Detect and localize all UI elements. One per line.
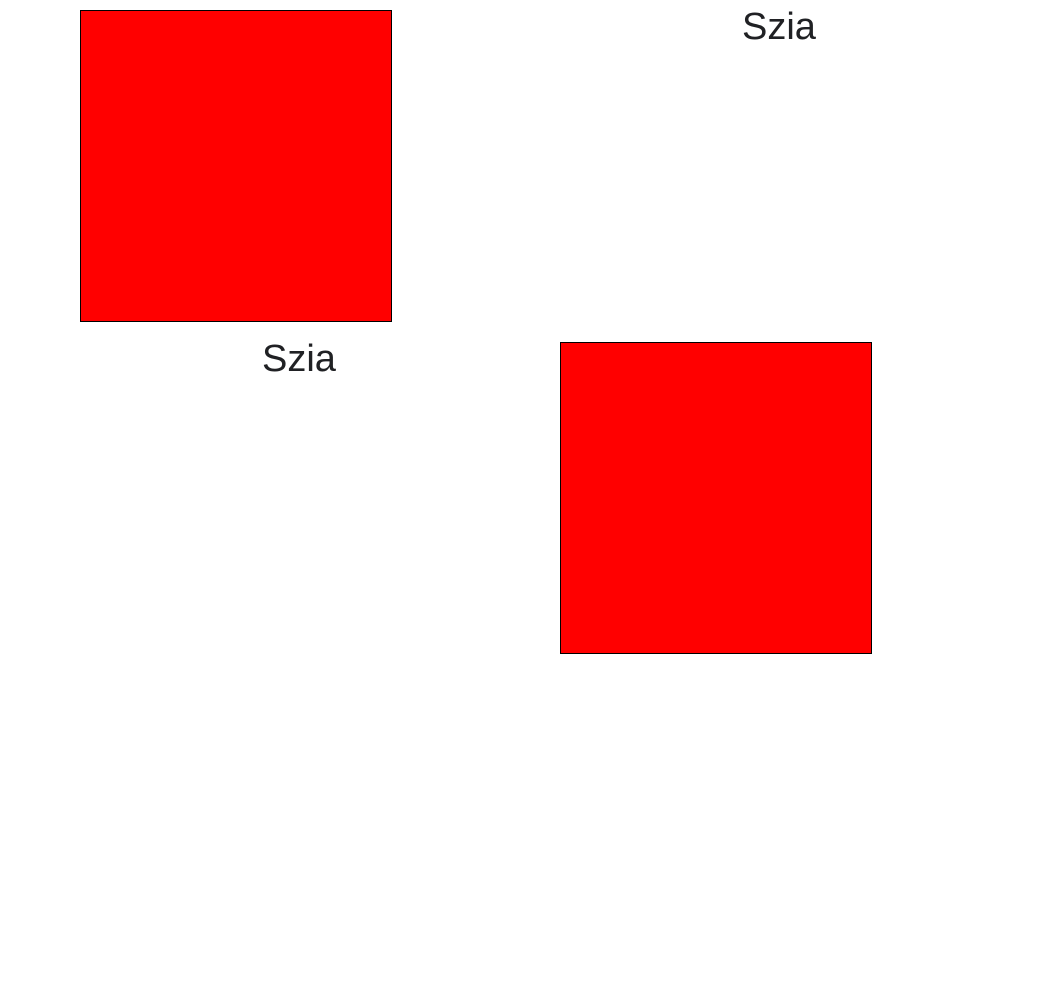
- greeting-label-2: Szia: [262, 338, 336, 380]
- red-square-1: [80, 10, 392, 322]
- red-square-2: [560, 342, 872, 654]
- greeting-label-1: Szia: [742, 6, 816, 48]
